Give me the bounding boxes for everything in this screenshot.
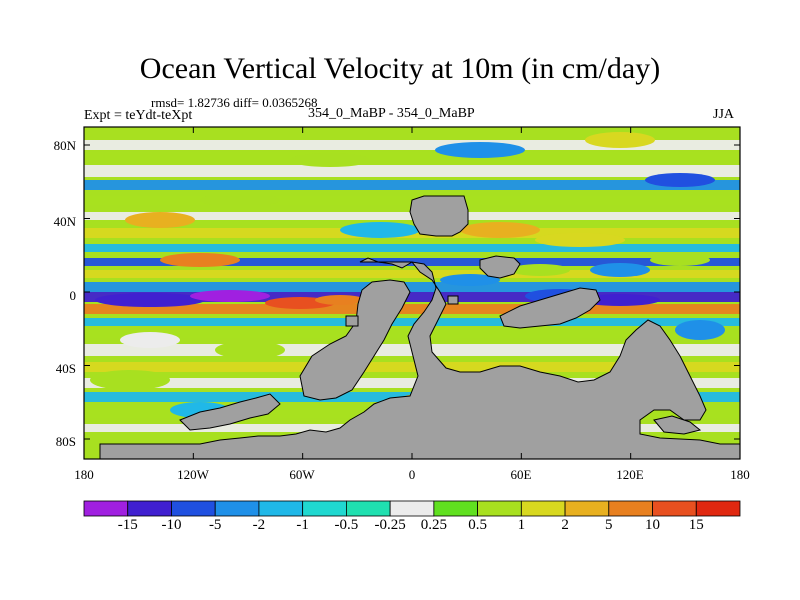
colorbar	[83, 500, 741, 517]
field-patch	[290, 153, 370, 167]
land-island-2	[447, 295, 459, 305]
colorbar-label: 2	[561, 517, 569, 533]
field-patch	[585, 132, 655, 148]
colorbar-label: -1	[296, 517, 309, 533]
field-patch	[535, 233, 625, 247]
colorbar-box	[83, 500, 129, 517]
land-asia-east	[479, 255, 521, 279]
lon-label: 60E	[510, 467, 532, 482]
axis-ticks	[83, 127, 741, 459]
colorbar-box	[695, 500, 741, 517]
experiment-label: Expt = teYdt-teXpt	[84, 108, 193, 123]
lat-label: 80S	[55, 434, 76, 449]
field-patch	[315, 295, 365, 305]
colorbar-label: 0.5	[468, 517, 487, 533]
field-band	[84, 344, 740, 356]
field-patch	[675, 320, 725, 340]
colorbar-label: -0.25	[374, 517, 406, 533]
field-band	[84, 282, 740, 292]
colorbar-label: -2	[252, 517, 266, 533]
lon-label: 180	[74, 467, 94, 482]
field-patch	[460, 222, 540, 238]
field-band	[84, 378, 740, 388]
field-patch	[190, 290, 270, 302]
colorbar-label: 10	[645, 517, 661, 533]
field-patch	[120, 332, 180, 348]
colorbar-label: -15	[117, 517, 138, 533]
land-mask	[99, 195, 740, 459]
field-band	[84, 270, 740, 278]
colorbar-box	[433, 500, 479, 517]
land-greenland	[409, 195, 469, 237]
plot-area	[84, 127, 740, 459]
field-patch	[435, 142, 525, 158]
field-patch	[160, 253, 240, 267]
colorbar-box	[214, 500, 260, 517]
field-band	[84, 165, 740, 177]
land-central-west	[299, 279, 411, 401]
lat-label: 80N	[53, 138, 76, 153]
colorbar-box	[520, 500, 566, 517]
lat-label: 40N	[53, 214, 76, 229]
colorbar-box	[389, 500, 435, 517]
lon-label: 0	[408, 467, 416, 482]
land-island	[345, 315, 359, 327]
field-patch	[95, 293, 205, 307]
field-patch	[580, 294, 660, 306]
land-americas	[99, 257, 740, 459]
field-patch	[215, 341, 285, 359]
lon-label: 180	[730, 467, 750, 482]
land-indopac	[499, 287, 601, 329]
field-band	[84, 304, 740, 314]
colorbar-box	[608, 500, 653, 517]
field-patch	[645, 173, 715, 187]
field-patch	[440, 274, 500, 286]
field-patch	[200, 193, 280, 207]
field-band	[84, 140, 740, 150]
lat-label: 40S	[55, 361, 76, 376]
field-band	[84, 244, 740, 252]
field-band	[84, 152, 740, 160]
colorbar-label: -5	[208, 517, 222, 533]
colorbar-box	[564, 500, 610, 517]
lon-label: 120E	[616, 467, 644, 482]
colorbar-box	[171, 500, 216, 517]
field-band	[84, 180, 740, 190]
colorbar-box	[477, 500, 522, 517]
field-patch	[510, 264, 570, 276]
colorbar-box	[302, 500, 347, 517]
colorbar-label: -10	[161, 517, 182, 533]
land-south-west	[179, 393, 281, 431]
season-label: JJA	[713, 107, 735, 122]
map-title: Ocean Vertical Velocity at 10m (in cm/da…	[139, 52, 661, 85]
field-patch	[650, 254, 710, 266]
colorbar-label: 0.25	[420, 517, 447, 533]
field-band	[84, 292, 740, 302]
colorbar-label: 15	[688, 517, 704, 533]
field-patch	[590, 263, 650, 277]
colorbar-box	[258, 500, 304, 517]
colorbar-label: 1	[517, 517, 526, 533]
field-band	[84, 362, 740, 372]
field-patch	[125, 212, 195, 228]
field-patch	[90, 370, 170, 390]
colorbar-box	[345, 500, 391, 517]
stats-text: rmsd= 1.82736 diff= 0.0365268	[151, 95, 318, 110]
colorbar-box	[652, 500, 697, 517]
land-south-east	[653, 415, 702, 435]
lon-label: 60W	[289, 467, 315, 482]
colorbar-label: -0.5	[334, 517, 359, 533]
case-label: 354_0_MaBP - 354_0_MaBP	[308, 106, 475, 121]
field-band	[84, 318, 740, 326]
lon-label: 120W	[177, 467, 209, 482]
field-patch	[340, 222, 420, 238]
colorbar-label: 5	[605, 517, 613, 533]
lat-label: 0	[69, 288, 77, 303]
colorbar-box	[127, 500, 172, 517]
